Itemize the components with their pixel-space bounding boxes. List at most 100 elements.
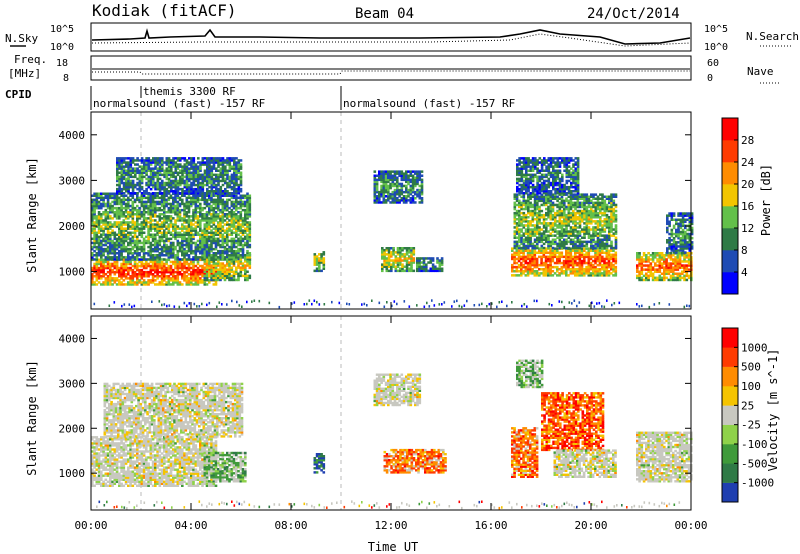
heatmap-cell	[601, 255, 604, 259]
heatmap-cell	[237, 229, 240, 232]
heatmap-cell	[129, 157, 133, 160]
heatmap-cell	[214, 254, 218, 257]
heatmap-cell	[158, 237, 162, 241]
heatmap-cell	[248, 223, 252, 226]
heatmap-cell	[412, 247, 416, 250]
heatmap-cell	[140, 245, 144, 249]
heatmap-cell	[118, 237, 121, 241]
heatmap-cell	[93, 200, 96, 204]
heatmap-cell	[210, 190, 214, 193]
heatmap-cell	[127, 237, 130, 241]
heatmap-cell	[111, 256, 114, 259]
heatmap-cell	[172, 204, 175, 208]
heatmap-cell	[95, 202, 99, 206]
heatmap-cell	[205, 235, 209, 239]
heatmap-cell	[610, 265, 613, 269]
heatmap-cell	[192, 227, 195, 230]
heatmap-cell	[190, 165, 193, 168]
heatmap-cell	[545, 226, 548, 229]
heatmap-cell	[124, 262, 128, 266]
heatmap-cell	[540, 251, 543, 254]
heatmap-cell	[540, 246, 544, 250]
heatmap-cell	[411, 180, 415, 184]
heatmap-cell	[104, 219, 108, 222]
heatmap-cell	[147, 165, 151, 168]
heatmap-cell	[161, 163, 164, 166]
heatmap-cell	[206, 159, 209, 162]
heatmap-cell	[515, 270, 519, 273]
heatmap-cell	[169, 245, 173, 249]
heatmap-cell	[522, 246, 526, 250]
heatmap-cell	[187, 283, 191, 286]
heatmap-cell	[133, 198, 137, 202]
heatmap-cell	[172, 181, 175, 185]
heatmap-cell	[129, 283, 132, 286]
heatmap-cell	[131, 277, 135, 280]
heatmap-cell	[558, 238, 562, 241]
heatmap-cell	[167, 179, 171, 183]
heatmap-cell	[205, 225, 209, 228]
heatmap-cell	[547, 255, 550, 259]
heatmap-cell	[178, 204, 182, 208]
heatmap-cell	[176, 256, 180, 259]
heatmap-cell	[179, 163, 182, 166]
heatmap-cell	[210, 247, 213, 251]
heatmap-cell	[237, 223, 240, 226]
heatmap-cell	[569, 230, 573, 233]
heatmap-cell	[545, 201, 548, 205]
heatmap-cell	[533, 259, 537, 263]
heatmap-cell	[145, 181, 148, 185]
heatmap-cell	[111, 200, 114, 204]
heatmap-cell	[192, 187, 196, 191]
heatmap-cell	[563, 224, 566, 227]
heatmap-cell	[520, 195, 523, 198]
heatmap-cell	[422, 263, 426, 266]
heatmap-cell	[522, 272, 525, 275]
heatmap-cell	[387, 269, 391, 273]
heatmap-cell	[235, 235, 238, 239]
heatmap-cell	[549, 240, 553, 244]
heatmap-cell	[145, 165, 148, 168]
heatmap-cell	[122, 227, 126, 230]
heatmap-cell	[111, 194, 114, 197]
heatmap-cell	[515, 193, 519, 196]
heatmap-cell	[134, 185, 137, 189]
heatmap-cell	[562, 265, 566, 269]
heatmap-cell	[603, 265, 606, 269]
heatmap-cell	[414, 197, 417, 200]
heatmap-cell	[565, 261, 568, 265]
heatmap-cell	[127, 258, 130, 261]
heatmap-cell	[380, 174, 383, 177]
heatmap-cell	[136, 208, 139, 212]
heatmap-cell	[244, 237, 247, 241]
heatmap-cell	[205, 254, 209, 257]
heatmap-cell	[553, 249, 557, 252]
heatmap-cell	[169, 233, 173, 236]
heatmap-cell	[136, 245, 139, 249]
heatmap-cell	[156, 179, 160, 183]
heatmap-cell	[551, 234, 555, 237]
heatmap-cell	[235, 198, 238, 202]
heatmap-cell	[560, 272, 564, 275]
heatmap-cell	[111, 279, 114, 282]
heatmap-cell	[401, 265, 404, 268]
heatmap-cell	[169, 254, 173, 257]
heatmap-cell	[217, 202, 220, 206]
heatmap-cell	[596, 253, 600, 257]
heatmap-cell	[100, 235, 103, 239]
nave-trace	[92, 70, 690, 75]
heatmap-cell	[418, 265, 421, 268]
heatmap-cell	[151, 273, 155, 276]
heatmap-cell	[418, 178, 422, 182]
heatmap-cell	[199, 183, 202, 187]
heatmap-cell	[190, 200, 193, 204]
heatmap-cell	[536, 240, 539, 244]
heatmap-cell	[190, 258, 193, 261]
heatmap-cell	[160, 249, 164, 253]
heatmap-cell	[206, 163, 209, 166]
heatmap-cell	[383, 253, 386, 256]
heatmap-cell	[241, 231, 245, 234]
heatmap-cell	[206, 177, 209, 181]
heatmap-cell	[574, 272, 577, 275]
heatmap-cell	[201, 181, 205, 185]
